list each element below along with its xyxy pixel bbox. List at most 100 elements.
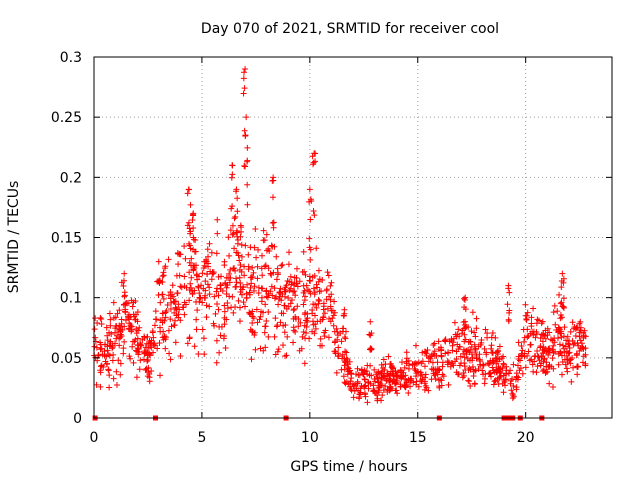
data-point [582,360,589,367]
data-point [476,361,483,368]
data-point [157,299,164,306]
data-point [184,190,191,197]
data-point [121,289,128,296]
data-point [246,289,253,296]
data-point [248,356,255,363]
data-point [526,357,533,364]
data-point [174,290,181,297]
data-point [497,373,504,380]
data-point [292,292,299,299]
data-point [390,378,397,385]
data-point [556,291,563,298]
data-point [302,293,309,300]
data-point [492,334,499,341]
data-point [524,309,531,316]
data-point [530,328,537,335]
data-point [376,384,383,391]
data-point [322,327,329,334]
data-point [408,375,415,382]
data-point [250,315,257,322]
data-point [565,350,572,357]
data-point [499,380,506,387]
data-point [222,279,229,286]
data-point [159,310,166,317]
data-point [405,376,412,383]
data-point [397,381,404,388]
data-point [290,307,297,314]
data-point [101,352,108,359]
data-point [244,181,251,188]
data-point [261,329,268,336]
data-point [268,242,275,249]
data-point [156,277,163,284]
data-point [231,245,238,252]
data-point [280,322,287,329]
data-point [306,244,313,251]
data-point [277,285,284,292]
data-point [247,284,254,291]
data-point [524,334,531,341]
data-point [566,338,573,345]
data-point [434,367,441,374]
data-point [152,308,159,315]
data-point [519,347,526,354]
data-point [269,220,276,227]
data-point [229,293,236,300]
data-point [578,340,585,347]
data-point [561,324,568,331]
data-point [241,69,248,76]
data-point [148,368,155,375]
data-point [251,329,258,336]
data-point [258,294,265,301]
data-point [229,203,236,210]
data-point [191,287,198,294]
data-point [98,345,105,352]
data-point [112,325,119,332]
data-point [499,365,506,372]
data-point [166,350,173,357]
data-point [441,337,448,344]
data-point [435,338,442,345]
data-point [142,350,149,357]
data-point [325,272,332,279]
data-point [222,345,229,352]
data-point [580,334,587,341]
data-point [421,378,428,385]
data-point [263,231,270,238]
data-point [110,314,117,321]
data-point [271,295,278,302]
data-point [582,351,589,358]
data-point [185,219,192,226]
data-point [224,305,231,312]
data-point [253,254,260,261]
data-point [490,381,497,388]
data-point [260,227,267,234]
data-point [339,351,346,358]
data-point [203,314,210,321]
data-point [567,328,574,335]
data-point [294,283,301,290]
data-point [245,251,252,258]
x-tick-label: 10 [301,430,319,446]
data-point [555,324,562,331]
data-point [195,351,202,358]
data-point [105,366,112,373]
data-point [225,234,232,241]
data-point [156,324,163,331]
data-point [281,302,288,309]
data-point [237,233,244,240]
data-point [259,272,266,279]
data-point [271,333,278,340]
data-point [315,267,322,274]
data-point [374,395,381,402]
data-point [563,337,570,344]
data-point [533,330,540,337]
data-point [323,296,330,303]
data-point [558,352,565,359]
data-point [109,357,116,364]
data-point [468,328,475,335]
data-point [216,349,223,356]
data-point [139,336,146,343]
data-point [442,336,449,343]
data-point [432,375,439,382]
